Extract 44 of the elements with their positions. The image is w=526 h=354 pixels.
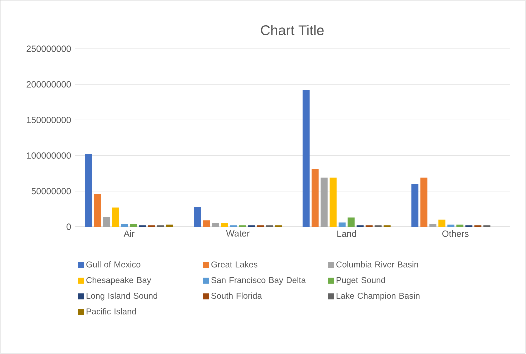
bar [112,208,120,228]
bar [302,90,310,228]
y-tick-label: 150000000 [27,117,72,124]
x-tick-label: Land [338,230,356,238]
x-tick-label: Air [124,230,135,238]
bar [194,207,202,228]
bar [438,220,446,228]
legend-label: Gull of Mexico [86,261,141,268]
legend-label: South Florida [212,292,262,300]
bar [166,224,174,228]
bar [448,224,455,228]
legend-label: Pacific Island [86,308,136,315]
bar [412,184,419,228]
chart-title: Chart Title [261,25,324,36]
legend-label: Chesapeake Bay [86,277,152,286]
legend-label: Lake Champion Basin [336,292,420,301]
bar [221,223,228,228]
bar [338,222,346,228]
x-tick-label: Others [442,230,469,238]
bar [312,169,319,228]
legend-label: Puget Sound [336,277,386,286]
bar [320,178,328,228]
bar [85,154,92,228]
y-tick-label: 250000000 [26,46,72,52]
bar [103,217,110,228]
legend-label: Great Lakes [212,261,258,268]
y-tick-label: 200000000 [26,81,72,88]
bar [94,194,102,228]
bar [430,224,437,228]
bar [203,220,210,228]
y-tick-label: 100000000 [27,152,72,159]
bar [330,178,337,228]
y-tick-label: 50000000 [32,188,72,195]
y-tick-label: 0 [66,224,72,230]
bar [212,223,220,228]
x-tick-label: Water [226,230,250,237]
bar [456,224,464,228]
bar [121,224,128,228]
legend-label: Long Island Sound [86,292,158,301]
legend-label: San Francisco Bay Delta [212,277,306,286]
bar [130,224,138,228]
bar [420,178,428,228]
legend-label: Columbia River Basin [336,261,418,268]
bar [348,218,355,228]
